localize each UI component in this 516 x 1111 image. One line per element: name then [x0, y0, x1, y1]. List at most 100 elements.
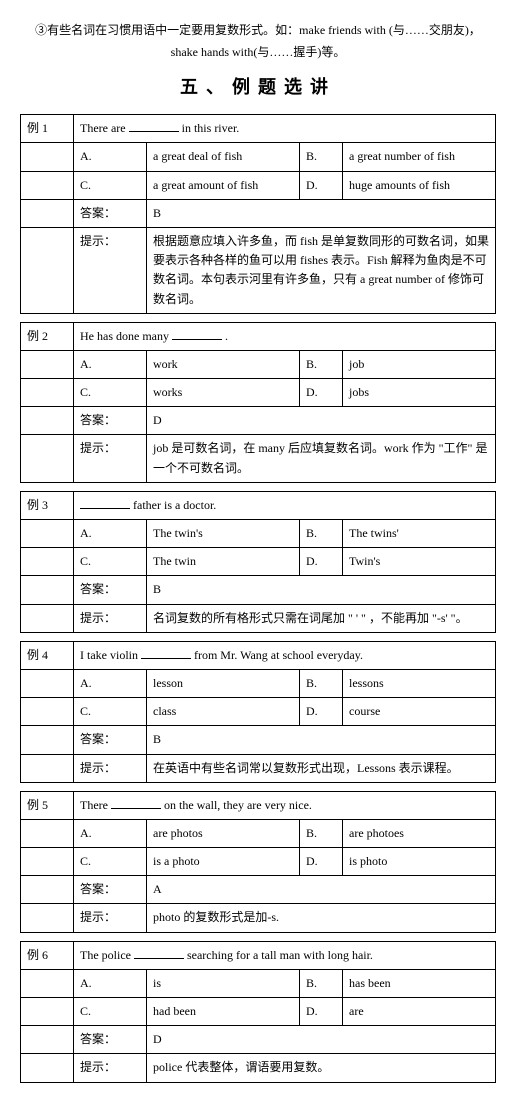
option-letter-c: C.	[74, 998, 147, 1026]
option-c-text: had been	[147, 998, 300, 1026]
example-label: 例 1	[21, 115, 74, 143]
stem-post: searching for a tall man with long hair.	[184, 948, 373, 962]
answer-value: B	[147, 576, 496, 604]
option-letter-a: A.	[74, 819, 147, 847]
option-d-text: is photo	[343, 848, 496, 876]
option-letter-a: A.	[74, 350, 147, 378]
empty-cell	[21, 350, 74, 378]
hint-label: 提示：	[74, 904, 147, 932]
example-table: 例 1There are in this river.A.a great dea…	[20, 114, 496, 314]
option-letter-b: B.	[300, 669, 343, 697]
option-letter-b: B.	[300, 350, 343, 378]
hint-label: 提示：	[74, 754, 147, 782]
answer-label: 答案：	[74, 1026, 147, 1054]
option-c-text: a great amount of fish	[147, 171, 300, 199]
blank	[172, 329, 222, 340]
section-title: 五、例题选讲	[20, 73, 496, 99]
empty-cell	[21, 379, 74, 407]
option-letter-d: D.	[300, 379, 343, 407]
question-stem: There are in this river.	[74, 115, 496, 143]
empty-cell	[21, 1026, 74, 1054]
option-d-text: course	[343, 698, 496, 726]
stem-pre: I take violin	[80, 648, 141, 662]
empty-cell	[21, 520, 74, 548]
example-table: 例 5There on the wall, they are very nice…	[20, 791, 496, 933]
empty-cell	[21, 143, 74, 171]
stem-post: on the wall, they are very nice.	[161, 798, 312, 812]
option-d-text: huge amounts of fish	[343, 171, 496, 199]
stem-pre: There	[80, 798, 111, 812]
empty-cell	[21, 407, 74, 435]
option-letter-b: B.	[300, 969, 343, 997]
option-letter-b: B.	[300, 143, 343, 171]
example-table: 例 6The police searching for a tall man w…	[20, 941, 496, 1083]
empty-cell	[21, 726, 74, 754]
option-c-text: class	[147, 698, 300, 726]
option-b-text: a great number of fish	[343, 143, 496, 171]
stem-post: from Mr. Wang at school everyday.	[191, 648, 363, 662]
empty-cell	[21, 754, 74, 782]
answer-value: A	[147, 876, 496, 904]
example-table: 例 4I take violin from Mr. Wang at school…	[20, 641, 496, 783]
option-a-text: a great deal of fish	[147, 143, 300, 171]
option-letter-c: C.	[74, 548, 147, 576]
option-letter-d: D.	[300, 171, 343, 199]
option-c-text: The twin	[147, 548, 300, 576]
option-letter-d: D.	[300, 848, 343, 876]
empty-cell	[21, 876, 74, 904]
hint-label: 提示：	[74, 435, 147, 482]
option-letter-a: A.	[74, 669, 147, 697]
blank	[111, 798, 161, 809]
empty-cell	[21, 199, 74, 227]
option-letter-b: B.	[300, 819, 343, 847]
example-label: 例 4	[21, 641, 74, 669]
hint-text: 在英语中有些名词常以复数形式出现，Lessons 表示课程。	[147, 754, 496, 782]
empty-cell	[21, 548, 74, 576]
stem-pre: There are	[80, 121, 129, 135]
option-c-text: works	[147, 379, 300, 407]
hint-text: 名词复数的所有格形式只需在词尾加 " ' " ，不能再加 "-s' "。	[147, 604, 496, 632]
example-label: 例 3	[21, 491, 74, 519]
empty-cell	[21, 904, 74, 932]
question-stem: There on the wall, they are very nice.	[74, 791, 496, 819]
blank	[141, 648, 191, 659]
empty-cell	[21, 698, 74, 726]
answer-value: D	[147, 407, 496, 435]
option-b-text: has been	[343, 969, 496, 997]
option-letter-d: D.	[300, 998, 343, 1026]
option-letter-d: D.	[300, 698, 343, 726]
blank	[80, 498, 130, 509]
option-letter-a: A.	[74, 969, 147, 997]
question-stem: I take violin from Mr. Wang at school ev…	[74, 641, 496, 669]
empty-cell	[21, 969, 74, 997]
option-letter-d: D.	[300, 548, 343, 576]
option-a-text: is	[147, 969, 300, 997]
answer-label: 答案：	[74, 876, 147, 904]
intro-line-1: ③有些名词在习惯用语中一定要用复数形式。如：make friends with …	[20, 20, 496, 42]
stem-post: in this river.	[179, 121, 240, 135]
empty-cell	[21, 576, 74, 604]
option-letter-c: C.	[74, 848, 147, 876]
option-a-text: are photos	[147, 819, 300, 847]
empty-cell	[21, 1054, 74, 1082]
option-letter-b: B.	[300, 520, 343, 548]
option-letter-a: A.	[74, 520, 147, 548]
option-b-text: are photoes	[343, 819, 496, 847]
stem-post: .	[222, 329, 228, 343]
hint-text: 根据题意应填入许多鱼，而 fish 是单复数同形的可数名词，如果要表示各种各样的…	[147, 227, 496, 313]
empty-cell	[21, 998, 74, 1026]
question-stem: father is a doctor.	[74, 491, 496, 519]
example-label: 例 6	[21, 941, 74, 969]
hint-text: photo 的复数形式是加-s.	[147, 904, 496, 932]
example-label: 例 2	[21, 322, 74, 350]
option-c-text: is a photo	[147, 848, 300, 876]
hint-label: 提示：	[74, 227, 147, 313]
hint-label: 提示：	[74, 604, 147, 632]
stem-pre: He has done many	[80, 329, 172, 343]
question-stem: The police searching for a tall man with…	[74, 941, 496, 969]
hint-label: 提示：	[74, 1054, 147, 1082]
intro-text: ③有些名词在习惯用语中一定要用复数形式。如：make friends with …	[20, 20, 496, 63]
blank	[129, 121, 179, 132]
answer-label: 答案：	[74, 199, 147, 227]
option-a-text: The twin's	[147, 520, 300, 548]
